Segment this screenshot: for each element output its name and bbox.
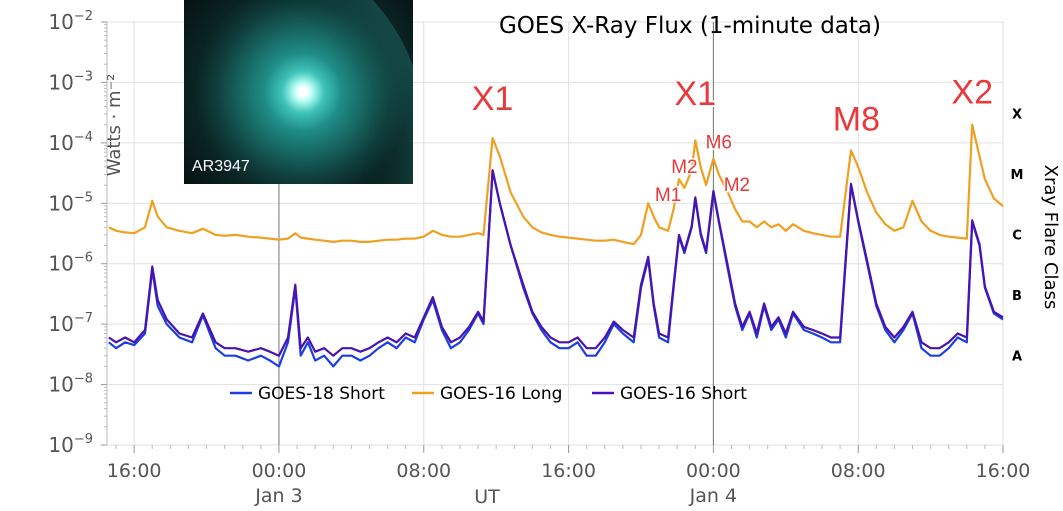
- y-tick-label: 10−7: [48, 311, 93, 336]
- y-tick-label: 10−3: [48, 69, 93, 94]
- chart-title: GOES X-Ray Flux (1-minute data): [499, 13, 881, 39]
- x-tick-sublabel: Jan 4: [689, 485, 737, 507]
- flare-annotations: X1 X1 M6 M2 M1 M2 M8 X2: [470, 71, 995, 207]
- y-tick-label: 10−4: [48, 130, 93, 155]
- y-axis-label: Watts · m⁻²: [104, 74, 125, 177]
- x-axis-ticks: 16:00 00:00 Jan 3 08:00 16:00 00:00 Jan 4 08:00…: [107, 445, 1031, 507]
- series-line-goes-16-long: [108, 123, 1004, 246]
- x-tick-sublabel: Jan 3: [254, 485, 302, 507]
- flare-annotation-m2: M2: [724, 175, 750, 196]
- legend-label: GOES-16 Short: [620, 384, 747, 404]
- flare-annotation-x1: X1: [472, 80, 514, 118]
- x-axis-label: UT: [474, 486, 500, 508]
- y-tick-label: 10−6: [48, 251, 93, 276]
- x-tick-label: 00:00: [686, 460, 741, 482]
- x-tick-label: 08:00: [396, 460, 451, 482]
- right-axis-label: Xray Flare Class: [1040, 165, 1061, 310]
- legend: GOES-18 Short GOES-16 Long GOES-16 Short: [230, 384, 747, 404]
- legend-label: GOES-18 Short: [258, 384, 385, 404]
- flare-annotation-m6: M6: [706, 133, 732, 154]
- plot-area: [108, 123, 1004, 368]
- flare-annotation-x2: X2: [951, 73, 993, 111]
- y-tick-label: 10−8: [48, 372, 93, 397]
- flare-class-labels: X M C B A: [1011, 108, 1024, 365]
- y-tick-label: 10−5: [48, 190, 93, 215]
- x-tick-label: 16:00: [541, 460, 596, 482]
- flare-annotation-m8: M8: [833, 101, 880, 139]
- flare-class-c: C: [1012, 229, 1022, 244]
- flare-class-b: B: [1012, 289, 1022, 304]
- x-tick-label: 16:00: [107, 460, 162, 482]
- series-line-goes-16-short: [108, 169, 1004, 357]
- flare-class-m: M: [1011, 168, 1024, 183]
- flare-annotation-m1: M1: [655, 185, 681, 206]
- flare-class-a: A: [1012, 349, 1022, 364]
- sun-limb: [184, 0, 413, 184]
- flare-annotation-m2: M2: [671, 157, 697, 178]
- flare-class-x: X: [1012, 108, 1022, 123]
- inset-label: AR3947: [192, 158, 250, 175]
- x-tick-label: 00:00: [252, 460, 307, 482]
- x-tick-label: 16:00: [976, 460, 1031, 482]
- solar-image-inset: AR3947: [184, 0, 413, 184]
- y-tick-label: 10−2: [48, 9, 93, 34]
- x-tick-label: 08:00: [831, 460, 886, 482]
- y-axis-ticks: 10−2 10−3 10−4 10−5 10−6 10−7 10−8 10−9: [48, 9, 107, 457]
- legend-label: GOES-16 Long: [440, 384, 562, 404]
- flare-annotation-x1: X1: [674, 75, 716, 113]
- y-tick-label: 10−9: [48, 432, 93, 457]
